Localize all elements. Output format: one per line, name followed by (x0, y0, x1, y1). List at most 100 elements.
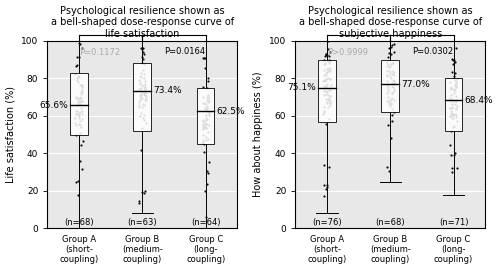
Point (452, 98, 460, 103)
Point (452, 85, 460, 90)
Point (384, 100, 392, 104)
Point (136, 93, 144, 97)
Point (321, 62, 329, 66)
Point (78, 90, 86, 94)
Text: (n=64): (n=64) (191, 218, 220, 227)
Point (78, 83, 86, 87)
Point (384, 86, 392, 91)
Point (322, 92, 330, 96)
Point (388, 113, 396, 117)
Point (201, 101, 209, 106)
Point (75, 97, 83, 102)
Point (323, 39, 331, 43)
Point (452, 78, 460, 82)
Point (383, 91, 391, 95)
Point (323, 53, 331, 58)
Point (389, 78, 397, 82)
Point (138, 116, 146, 120)
Point (78, 45, 86, 50)
Point (205, 99, 213, 103)
Point (72, 109, 80, 113)
Point (320, 163, 328, 167)
Point (134, 103, 142, 107)
Point (446, 80, 454, 85)
Point (202, 118, 210, 122)
Bar (70, 73, 88, 135)
Point (137, 110, 145, 115)
Point (135, 105, 143, 109)
Point (320, 84, 328, 88)
Point (199, 95, 207, 99)
Point (74, 96, 82, 100)
Point (136, 82, 144, 86)
Y-axis label: How about happiness (%): How about happiness (%) (254, 72, 264, 197)
Point (324, 105, 332, 110)
Point (384, 65, 392, 69)
Point (384, 62, 392, 66)
Point (136, 95, 144, 99)
Point (74, 100, 82, 104)
Point (74, 114, 82, 118)
Point (138, 105, 146, 109)
Point (137, 97, 145, 102)
Point (452, 107, 460, 111)
Point (452, 83, 460, 87)
Point (448, 57, 456, 62)
Point (203, 98, 211, 102)
Point (138, 54, 146, 59)
Bar (444, 78, 462, 131)
Point (325, 97, 333, 101)
Point (199, 101, 207, 105)
Point (201, 106, 209, 110)
Point (452, 115, 460, 119)
Point (75, 122, 83, 127)
Point (202, 126, 210, 130)
Point (142, 121, 150, 125)
Point (325, 53, 333, 58)
Point (199, 85, 207, 89)
Point (202, 123, 209, 127)
Point (73, 76, 81, 80)
Point (200, 127, 207, 131)
Point (200, 125, 208, 129)
Point (321, 84, 329, 88)
Point (138, 96, 145, 100)
Text: 65.6%: 65.6% (40, 101, 68, 110)
Point (142, 96, 150, 100)
Point (200, 125, 208, 129)
Point (446, 98, 454, 102)
Point (324, 46, 332, 51)
Point (199, 125, 207, 130)
Point (450, 91, 458, 96)
Point (136, 98, 144, 103)
Point (138, 46, 145, 51)
Point (138, 71, 145, 76)
Point (452, 151, 460, 155)
Point (383, 73, 391, 77)
Point (326, 103, 334, 107)
Point (384, 89, 392, 93)
Point (200, 140, 207, 144)
Point (388, 91, 396, 95)
Point (389, 61, 397, 65)
Point (452, 46, 460, 50)
Point (77, 92, 85, 96)
Point (199, 118, 207, 122)
Point (138, 91, 145, 95)
Point (139, 102, 147, 106)
Text: 68.4%: 68.4% (464, 96, 493, 105)
Point (322, 97, 330, 101)
Point (138, 190, 145, 194)
Point (326, 83, 334, 87)
Point (320, 79, 328, 83)
Point (324, 66, 332, 71)
Point (326, 50, 334, 54)
Point (202, 116, 210, 121)
Point (320, 93, 328, 97)
Point (201, 102, 209, 106)
Point (205, 110, 213, 114)
Point (385, 102, 393, 106)
Point (326, 101, 334, 105)
Text: (n=71): (n=71) (439, 218, 468, 227)
Point (140, 93, 148, 97)
